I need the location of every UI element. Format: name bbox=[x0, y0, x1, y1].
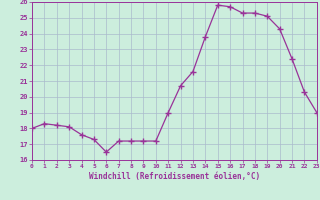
X-axis label: Windchill (Refroidissement éolien,°C): Windchill (Refroidissement éolien,°C) bbox=[89, 172, 260, 181]
